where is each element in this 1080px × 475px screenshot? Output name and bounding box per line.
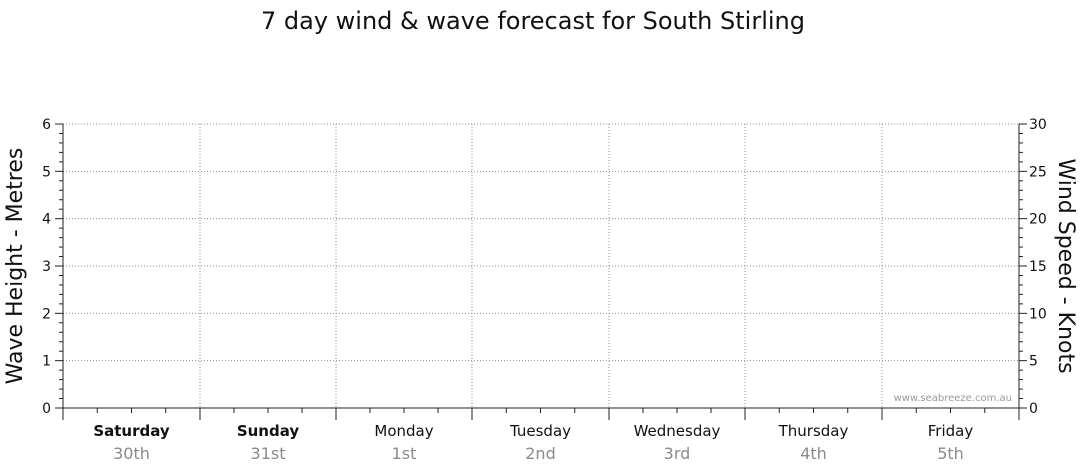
x-date-label: 31st <box>251 444 286 463</box>
y-axis-right-title: Wind Speed - Knots <box>1053 158 1078 373</box>
y-left-tick-label: 6 <box>42 117 51 133</box>
y-right-tick-label: 5 <box>1029 354 1038 370</box>
y-right-tick-label: 30 <box>1029 117 1047 133</box>
x-date-label: 2nd <box>525 444 555 463</box>
y-right-tick-label: 20 <box>1029 212 1047 228</box>
y-right-tick-label: 10 <box>1029 306 1047 322</box>
x-day-label: Saturday <box>93 422 170 440</box>
y-left-tick-label: 3 <box>42 259 51 275</box>
x-date-label: 5th <box>937 444 964 463</box>
y-right-tick-label: 25 <box>1029 164 1047 180</box>
x-day-label: Sunday <box>237 422 300 440</box>
axes-layer <box>55 123 1027 420</box>
y-left-tick-label: 0 <box>42 401 51 417</box>
y-axis-left-title: Wave Height - Metres <box>3 148 28 385</box>
y-right-tick-label: 15 <box>1029 259 1047 275</box>
x-day-label: Tuesday <box>509 422 571 440</box>
y-right-tick-label: 0 <box>1029 401 1038 417</box>
y-left-tick-label: 5 <box>42 164 51 180</box>
labels-layer: 0 1 2 3 4 5 6 0 5 10 15 20 25 30 Saturday 30th Sunday 31s… <box>42 117 1047 463</box>
x-day-label: Friday <box>928 422 974 440</box>
x-date-label: 1st <box>392 444 417 463</box>
x-day-label: Thursday <box>778 422 849 440</box>
y-left-tick-label: 2 <box>42 306 51 322</box>
x-date-label: 30th <box>113 444 150 463</box>
chart-title: 7 day wind & wave forecast for South Sti… <box>261 7 805 35</box>
x-date-label: 3rd <box>664 444 691 463</box>
watermark-text: www.seabreeze.com.au <box>894 393 1012 404</box>
x-day-label: Monday <box>374 422 433 440</box>
x-date-label: 4th <box>800 444 827 463</box>
y-left-tick-label: 1 <box>42 354 51 370</box>
x-day-label: Wednesday <box>634 422 721 440</box>
y-left-tick-label: 4 <box>42 212 51 228</box>
grid-layer <box>63 123 1019 408</box>
